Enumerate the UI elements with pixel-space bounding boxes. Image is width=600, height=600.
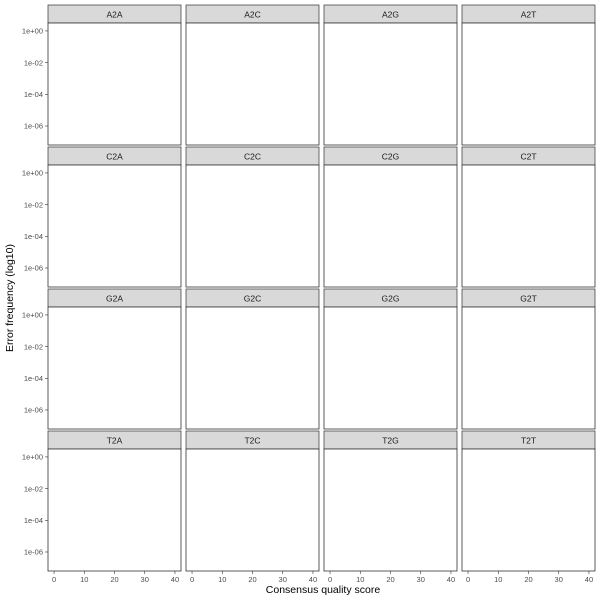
panel-border [323,164,458,288]
x-tick-label: 40 [585,575,593,584]
panel-strip-label: A2A [106,10,122,20]
panel-strip-label: T2T [521,436,536,446]
y-tick-label: 1e-04 [24,374,43,383]
x-tick-label: 40 [171,575,179,584]
panel-t2a: T2A [47,430,182,572]
panels-layer: A2A A2C A2G A2T C2A C2C C2G C2T G2A G2C G2G G2T T2A T… [47,4,596,572]
panel-border [47,306,182,430]
panel-border [461,164,596,288]
panel-c2g: C2G [323,146,458,288]
x-axis-title: Consensus quality score [266,584,381,596]
x-tick-label: 0 [190,575,194,584]
panel-strip-label: T2A [107,436,123,446]
panel-c2t: C2T [461,146,596,288]
x-tick-label: 10 [494,575,502,584]
panel-border [185,164,320,288]
y-tick-label: 1e+00 [22,169,43,178]
x-tick-label: 0 [466,575,470,584]
x-tick-label: 20 [386,575,394,584]
panel-a2t: A2T [461,4,596,146]
x-tick-label: 0 [52,575,56,584]
x-tick-label: 30 [141,575,149,584]
x-tick-label: 40 [309,575,317,584]
panel-strip-label: C2A [106,152,123,162]
panel-strip-label: A2C [244,10,261,20]
panel-a2c: A2C [185,4,320,146]
panel-a2g: A2G [323,4,458,146]
y-tick-label: 1e-06 [24,548,43,557]
x-tick-label: 10 [80,575,88,584]
y-tick-label: 1e-06 [24,406,43,415]
panel-border [461,306,596,430]
x-tick-label: 10 [356,575,364,584]
x-tick-label: 30 [555,575,563,584]
panel-border [185,306,320,430]
x-axis-layer: 0 10 20 30 40 0 10 20 30 40 0 10 20 30 40 0 10 20 30 40 [52,571,593,584]
panel-strip-label: C2C [244,152,261,162]
x-tick-label: 10 [218,575,226,584]
x-tick-label: 30 [417,575,425,584]
y-tick-label: 1e-02 [24,484,43,493]
panel-border [185,448,320,572]
y-tick-label: 1e+00 [22,311,43,320]
panel-t2t: T2T [461,430,596,572]
panel-border [461,448,596,572]
y-tick-label: 1e+00 [22,27,43,36]
panel-strip-label: C2T [520,152,536,162]
panel-a2a: A2A [47,4,182,146]
panel-border [47,164,182,288]
panel-strip-label: G2T [520,294,537,304]
panel-c2a: C2A [47,146,182,288]
panel-border [461,22,596,146]
panel-strip-label: T2G [382,436,399,446]
y-tick-label: 1e+00 [22,453,43,462]
panel-strip-label: A2T [521,10,537,20]
panel-g2t: G2T [461,288,596,430]
panel-strip-label: G2G [382,294,400,304]
x-tick-label: 20 [248,575,256,584]
panel-strip-label: G2C [244,294,261,304]
y-tick-label: 1e-06 [24,264,43,273]
y-tick-label: 1e-04 [24,232,43,241]
panel-g2a: G2A [47,288,182,430]
y-axis-title: Error frequency (log10) [4,244,16,352]
panel-border [323,22,458,146]
x-tick-label: 20 [524,575,532,584]
panel-g2g: G2G [323,288,458,430]
x-tick-label: 20 [110,575,118,584]
x-tick-label: 0 [328,575,332,584]
x-tick-label: 40 [447,575,455,584]
y-tick-label: 1e-04 [24,90,43,99]
panel-border [47,448,182,572]
panel-g2c: G2C [185,288,320,430]
panel-border [323,306,458,430]
panel-strip-label: C2G [382,152,399,162]
panel-strip-label: A2G [382,10,399,20]
panel-border [185,22,320,146]
y-tick-label: 1e-02 [24,200,43,209]
panel-strip-label: T2C [244,436,260,446]
y-tick-label: 1e-04 [24,516,43,525]
y-tick-label: 1e-02 [24,342,43,351]
panel-t2c: T2C [185,430,320,572]
panel-border [47,22,182,146]
panel-t2g: T2G [323,430,458,572]
y-tick-label: 1e-06 [24,122,43,131]
y-axis-layer: 1e+00 1e-02 1e-04 1e-06 1e+00 1e-02 1e-04 1e-06… [22,27,48,557]
x-tick-label: 30 [279,575,287,584]
panel-c2c: C2C [185,146,320,288]
panel-border [323,448,458,572]
y-tick-label: 1e-02 [24,58,43,67]
panel-strip-label: G2A [106,294,123,304]
